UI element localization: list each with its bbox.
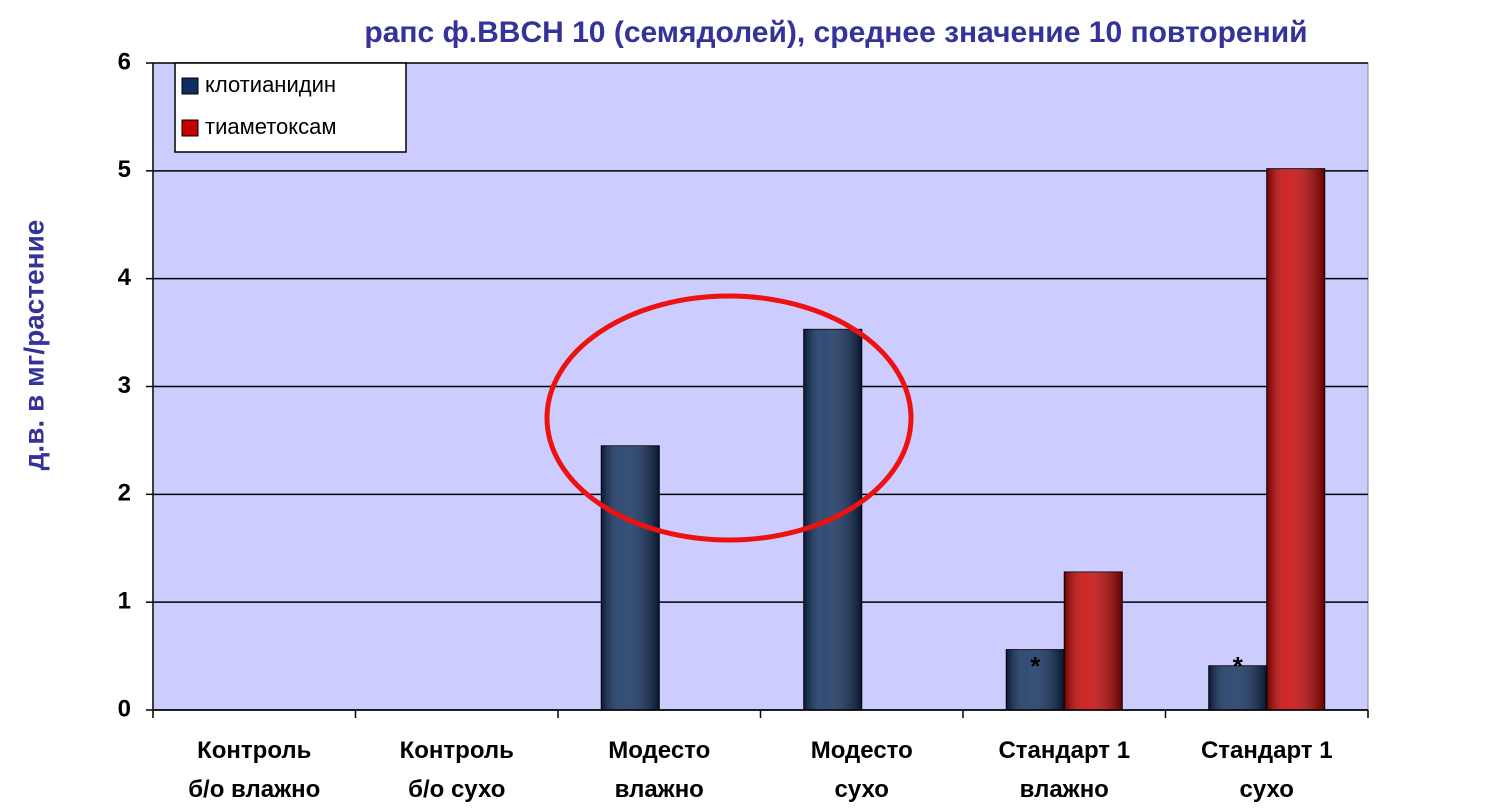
y-tick-label: 4 <box>118 264 132 291</box>
bar-shade <box>601 445 660 710</box>
legend-box <box>174 62 407 153</box>
x-tick-label: Модесто влажно <box>608 737 710 803</box>
bar-shade <box>1208 665 1267 710</box>
bar-shade <box>1266 168 1325 711</box>
y-tick-label: 5 <box>118 156 131 183</box>
x-tick-label: Контроль б/о влажно <box>188 737 320 803</box>
bar-shade <box>1006 649 1065 710</box>
bar-shade <box>1064 571 1123 710</box>
y-tick-label: 1 <box>118 588 131 615</box>
x-tick-label: Стандарт 1 влажно <box>998 737 1130 803</box>
y-tick-label: 2 <box>118 480 131 507</box>
x-tick-label: Стандарт 1 сухо <box>1201 737 1333 803</box>
x-tick-label: Контроль б/о сухо <box>400 737 514 803</box>
x-tick-label: Модесто сухо <box>811 737 913 803</box>
annotation: * <box>1233 651 1244 681</box>
legend-label: тиаметоксам <box>205 114 337 139</box>
y-tick-label: 6 <box>118 48 131 75</box>
y-tick-label: 3 <box>118 372 131 399</box>
plot-area: 0 1 2 3 4 5 6 Контроль б/о влажно Контроль б/о сух… <box>118 48 1369 803</box>
highlight-ellipse <box>544 293 914 543</box>
legend-swatch <box>181 119 199 137</box>
legend-label: клотианидин <box>205 72 336 97</box>
chart-title: рапс ф.BBCH 10 (семядолей), среднее знач… <box>364 16 1307 49</box>
annotation: * <box>1030 651 1041 681</box>
y-tick-label: 0 <box>118 695 131 722</box>
legend-swatch <box>181 77 199 95</box>
y-axis-label: д.в. в мг/растение <box>18 220 49 471</box>
